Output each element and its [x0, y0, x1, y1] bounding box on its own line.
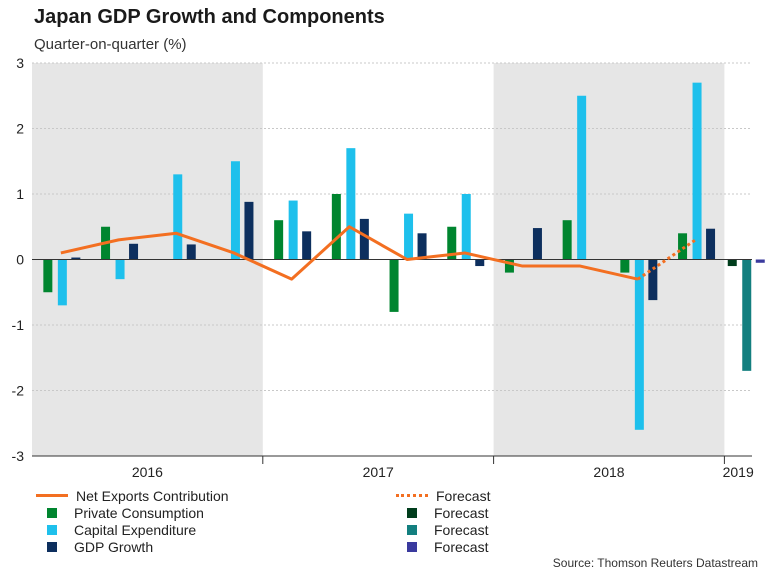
- bar-gdp-growth: [475, 259, 485, 267]
- chart-subtitle: Quarter-on-quarter (%): [34, 36, 187, 53]
- bar-capital-expenditure: [173, 174, 183, 260]
- bar-capital-expenditure: [692, 82, 702, 260]
- legend-item-capital-expenditure: Capital Expenditure: [36, 521, 196, 538]
- legend-swatch-capital-expenditure: [47, 524, 57, 535]
- legend-label-capital-expenditure: Capital Expenditure: [74, 521, 197, 538]
- bar-private-consumption: [620, 259, 630, 273]
- bar-gdp-growth: [706, 228, 716, 260]
- bar-forecast-capital-expenditure: [742, 259, 752, 371]
- legend-item-forecast-line: Forecast: [396, 487, 490, 504]
- bar-private-consumption: [447, 226, 457, 260]
- x-tick-label-2017: 2017: [363, 464, 394, 480]
- legend-item-forecast-gdp: Forecast: [396, 538, 488, 555]
- bar-private-consumption: [331, 194, 341, 260]
- source-note: Source: Thomson Reuters Datastream: [552, 556, 758, 570]
- bar-gdp-growth: [129, 243, 139, 260]
- bar-forecast-gdp-growth: [755, 259, 765, 263]
- y-tick-label: -3: [12, 448, 25, 464]
- bar-capital-expenditure: [461, 194, 471, 260]
- bar-gdp-growth: [417, 233, 427, 260]
- legend-label-forecast-line: Forecast: [436, 487, 491, 504]
- bar-capital-expenditure: [115, 259, 125, 280]
- bar-gdp-growth: [532, 228, 542, 260]
- bar-capital-expenditure: [346, 148, 356, 260]
- chart-title: Japan GDP Growth and Components: [34, 6, 385, 28]
- bar-capital-expenditure: [57, 259, 67, 306]
- bar-private-consumption: [504, 259, 514, 273]
- line-net-exports: [60, 225, 639, 281]
- legend-swatch-gdp-growth: [47, 541, 57, 552]
- legend-swatch-forecast-capex: [407, 524, 417, 535]
- bar-gdp-growth: [302, 231, 312, 260]
- legend-label-gdp-growth: GDP Growth: [74, 538, 154, 555]
- bar-capital-expenditure: [577, 95, 587, 260]
- legend-swatch-forecast-pc: [407, 507, 417, 518]
- legend-label-net-exports: Net Exports Contribution: [76, 487, 229, 504]
- bar-private-consumption: [562, 220, 572, 260]
- bar-private-consumption: [678, 233, 688, 260]
- legend-item-net-exports: Net Exports Contribution: [36, 487, 229, 504]
- legend-swatch-private-consumption: [47, 507, 57, 518]
- bar-gdp-growth: [648, 259, 658, 301]
- bar-gdp-growth: [359, 218, 369, 260]
- legend-label-forecast-gdp: Forecast: [434, 538, 489, 555]
- bar-gdp-growth: [244, 201, 254, 260]
- x-tick-label-2019: 2019: [723, 464, 754, 480]
- bar-capital-expenditure: [288, 200, 298, 260]
- legend-swatch-forecast-gdp: [407, 541, 417, 552]
- legend-item-forecast-capex: Forecast: [396, 521, 488, 538]
- legend-swatch-net-exports: [36, 494, 68, 497]
- bar-capital-expenditure: [404, 213, 414, 260]
- bar-capital-expenditure: [634, 259, 644, 430]
- legend-swatch-forecast-line: [396, 494, 428, 497]
- bar-gdp-growth: [71, 257, 81, 260]
- y-tick-label: -1: [12, 317, 25, 333]
- x-tick-label-2018: 2018: [593, 464, 624, 480]
- y-tick-label: 0: [16, 252, 24, 268]
- bar-capital-expenditure: [230, 161, 240, 260]
- legend-label-forecast-pc: Forecast: [434, 504, 489, 521]
- legend-label-forecast-capex: Forecast: [434, 521, 489, 538]
- bar-private-consumption: [274, 220, 284, 260]
- bar-gdp-growth: [186, 244, 196, 260]
- y-tick-label: 1: [16, 186, 24, 202]
- bar-private-consumption: [389, 259, 399, 312]
- y-tick-label: 3: [16, 55, 24, 71]
- legend-label-private-consumption: Private Consumption: [74, 504, 204, 521]
- bar-forecast-private-consumption: [727, 259, 737, 267]
- legend-item-private-consumption: Private Consumption: [36, 504, 204, 521]
- y-tick-label: 2: [16, 121, 24, 137]
- legend-item-gdp-growth: GDP Growth: [36, 538, 153, 555]
- y-tick-label: -2: [12, 383, 25, 399]
- bar-private-consumption: [43, 259, 53, 293]
- x-tick-label-2016: 2016: [132, 464, 163, 480]
- legend-item-forecast-pc: Forecast: [396, 504, 488, 521]
